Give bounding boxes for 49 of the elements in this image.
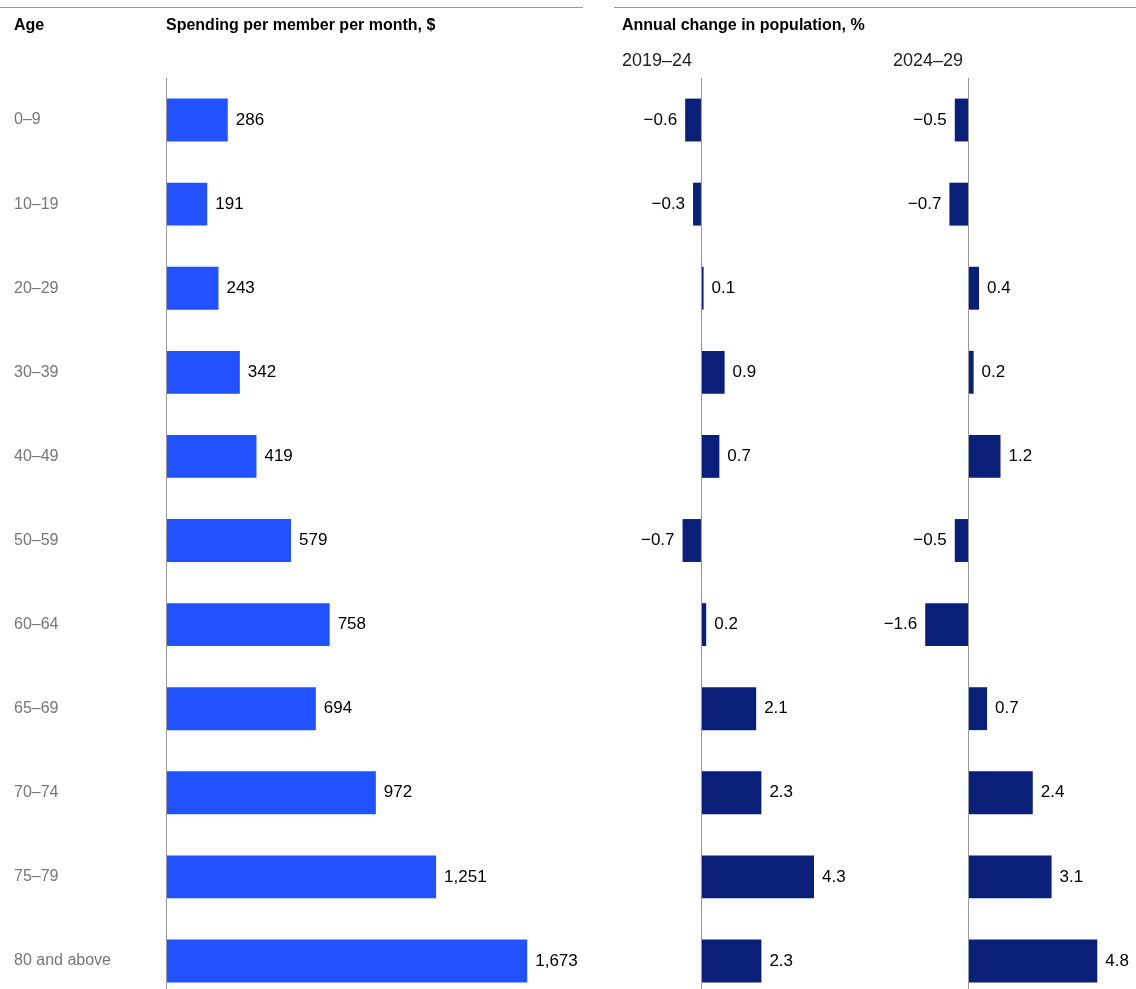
data-label: 579 [299,530,328,550]
data-label: 4.8 [1105,950,1129,970]
data-label: 342 [247,362,277,382]
data-label: 243 [226,277,255,297]
chart-title: Spending per member per month, $ [166,16,436,34]
data-label: −0.6 [643,109,678,129]
y-tick-label: 40–49 [14,446,59,464]
y-tick-label: 0–9 [14,110,41,128]
chart-subtitle: 2024–29 [893,50,964,71]
data-label: 0.7 [727,446,751,466]
data-label: 1,251 [444,866,487,886]
y-tick-label: 20–29 [14,278,59,296]
data-label: 0.7 [995,698,1019,718]
y-tick-label: 70–74 [14,783,59,801]
y-tick-label: 10–19 [14,194,59,212]
y-tick-label: 60–64 [14,615,59,632]
data-label: 2.3 [769,950,794,970]
data-label: −1.6 [883,614,918,634]
data-label: 758 [337,614,367,634]
data-label: −0.7 [907,193,942,213]
data-label: 2.3 [769,782,794,802]
data-label: 0.9 [732,362,757,382]
data-label: 2.4 [1040,782,1065,802]
chart-subtitle: 2019–24 [622,50,693,71]
data-label: 4.3 [822,866,846,886]
data-label: 694 [323,698,353,718]
data-label: −0.5 [913,530,947,550]
data-label: 3.1 [1059,866,1084,886]
data-label: 0.2 [981,362,1006,382]
data-label: 191 [215,193,244,213]
data-label: 2.1 [764,698,788,718]
data-label: 419 [264,446,293,466]
y-tick-label: 50–59 [14,530,59,548]
y-tick-label: 65–69 [14,699,59,717]
chart-title: Annual change in population, % [622,16,865,34]
data-label: −0.7 [640,530,675,550]
data-label: 1.2 [1008,446,1033,466]
data-label: −0.3 [651,193,686,213]
data-label: 0.4 [986,277,1011,297]
y-tick-label: 30–39 [14,362,59,380]
y-tick-label: 80 and above [14,951,112,969]
data-label: −0.5 [913,109,947,129]
y-axis-title: Age [14,16,45,34]
data-label: 972 [383,782,413,802]
y-tick-label: 75–79 [14,867,59,885]
data-label: 1,673 [535,950,578,970]
data-label: 0.1 [711,277,736,297]
data-label: 286 [235,109,265,129]
data-label: 0.2 [714,614,738,634]
